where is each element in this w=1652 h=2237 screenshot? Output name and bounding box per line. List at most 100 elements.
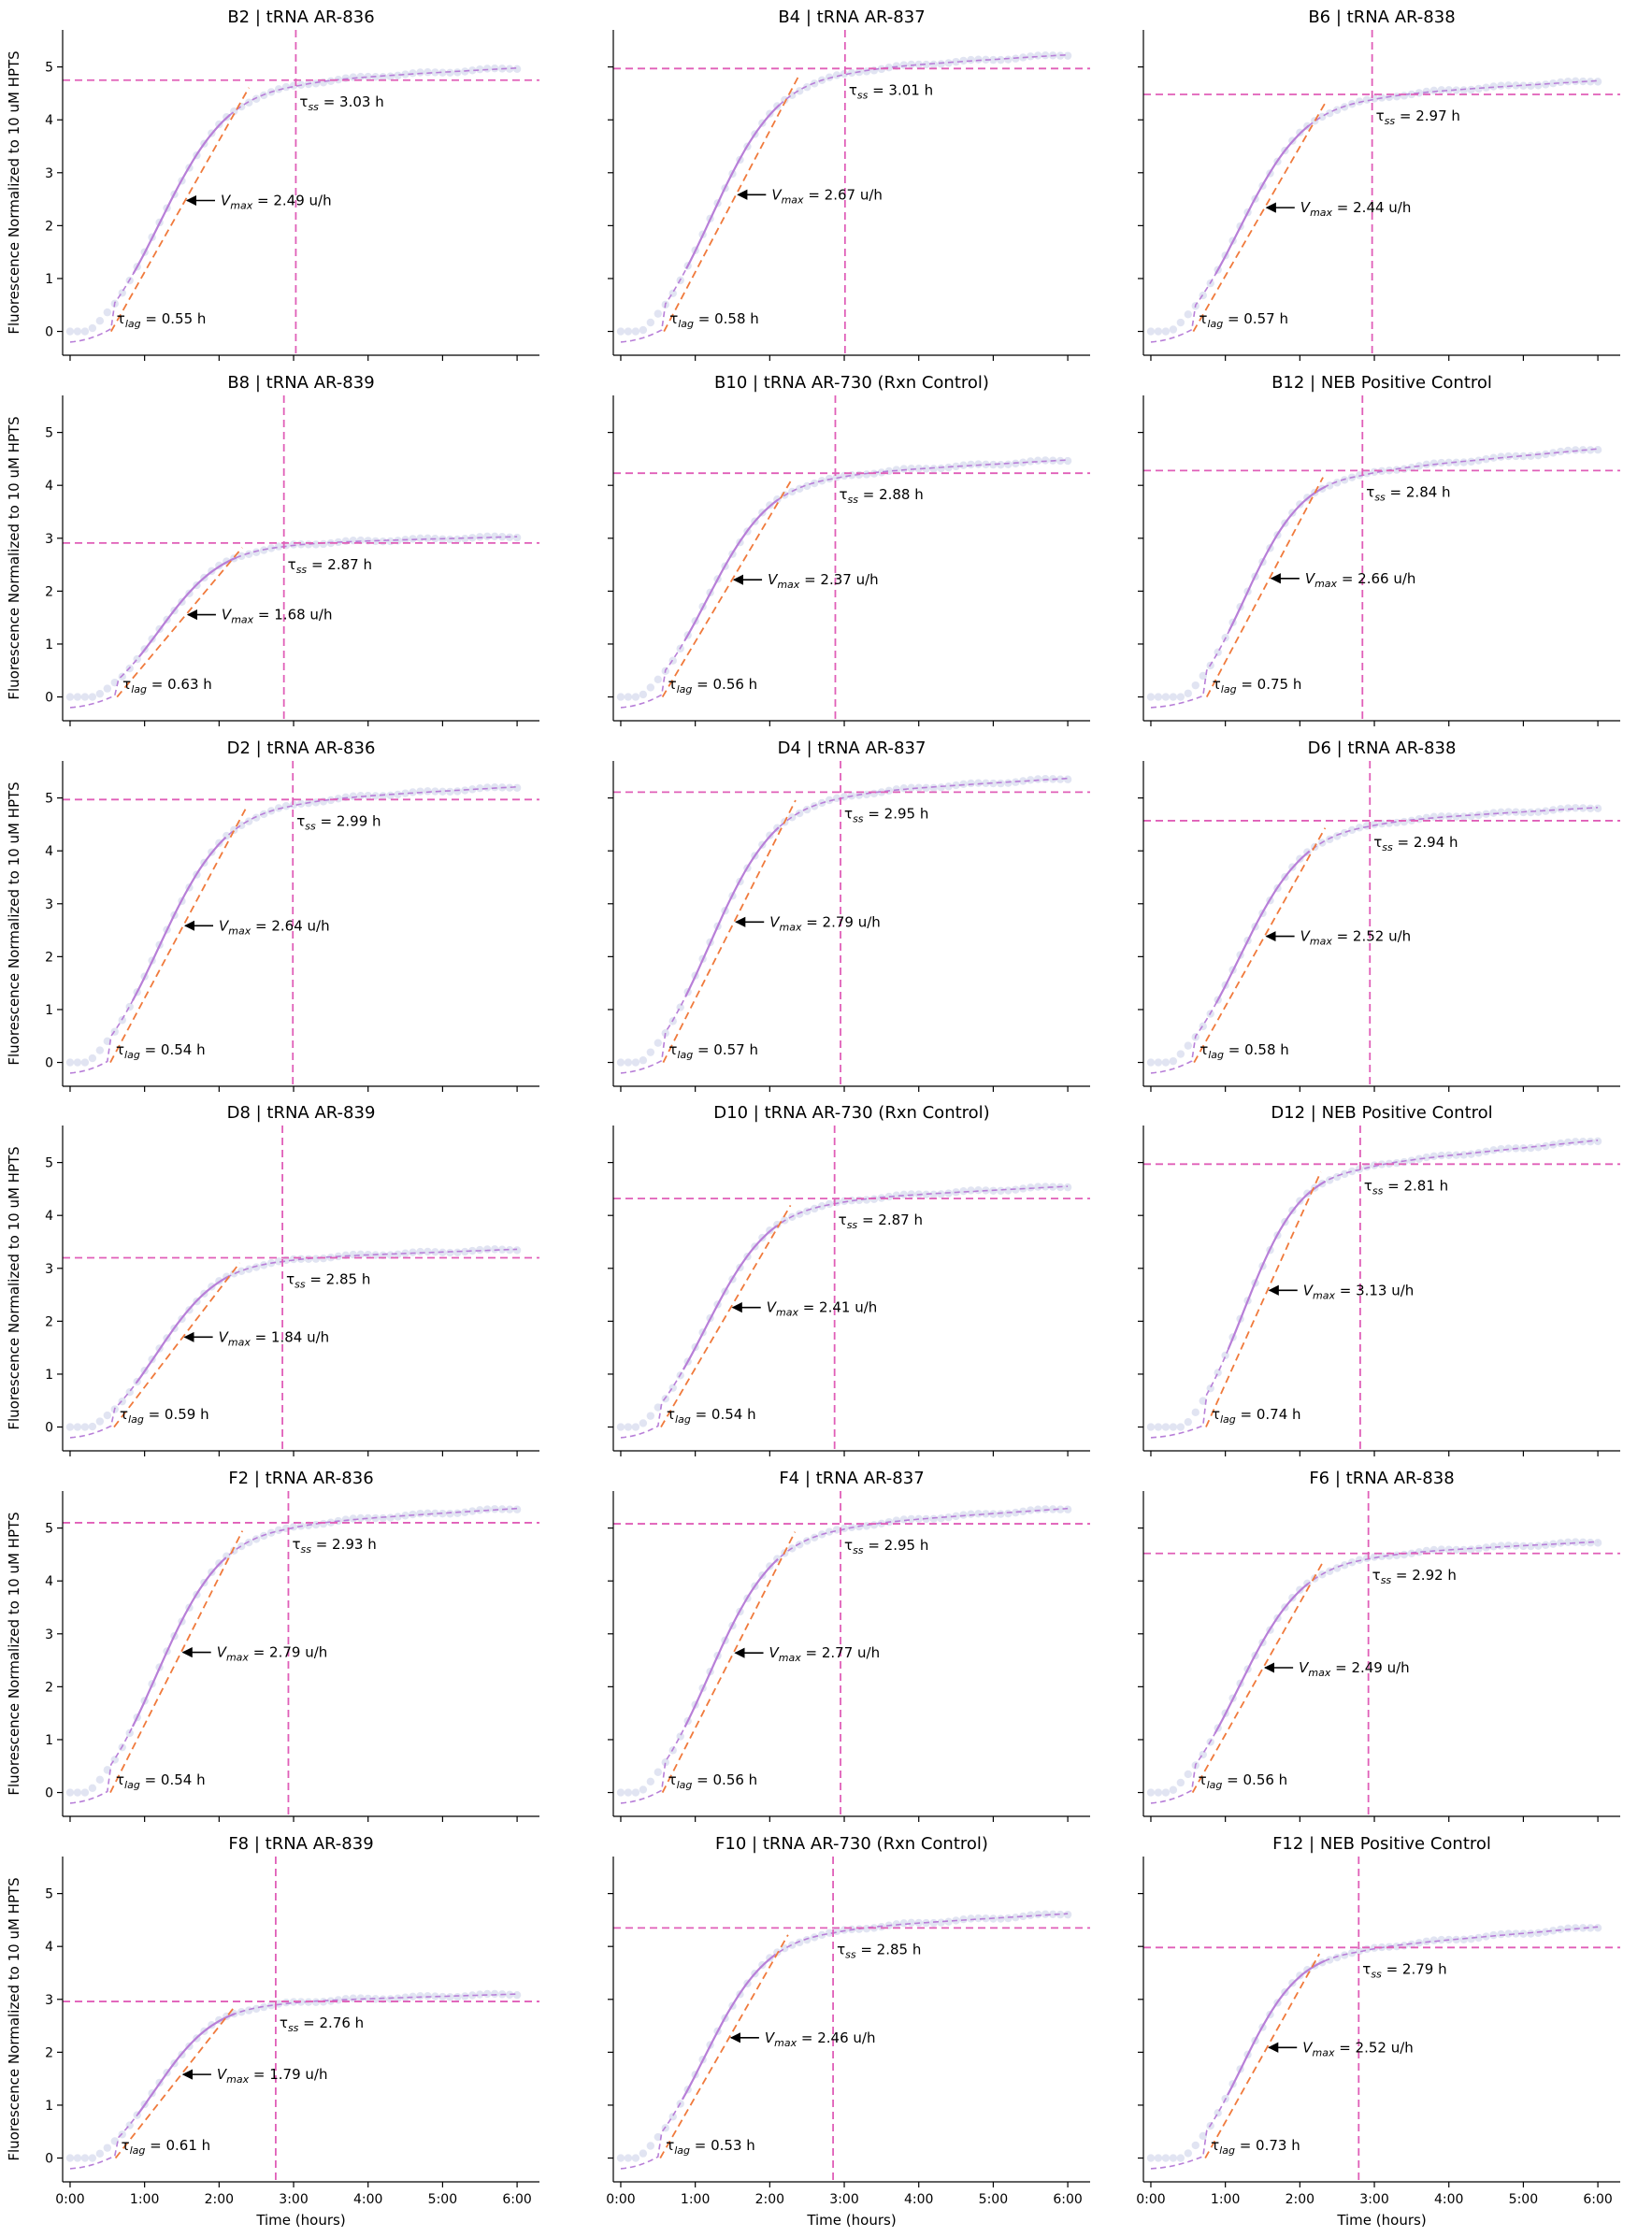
data-point (1571, 804, 1580, 812)
subplot-title: D4 | tRNA AR-837 (778, 738, 927, 758)
data-point (616, 1788, 625, 1797)
data-point (512, 1505, 522, 1513)
data-point (103, 308, 112, 317)
data-point (1169, 1056, 1178, 1066)
data-point (1459, 1151, 1468, 1159)
data-point (394, 790, 402, 799)
data-point (1199, 2131, 1207, 2141)
vmax-annotation: Vmax = 2.52 u/h (1300, 928, 1412, 948)
fit-curve-linear (1228, 485, 1327, 632)
data-point (997, 779, 1005, 788)
data-point (997, 460, 1005, 469)
data-point (431, 787, 439, 796)
data-point (1004, 1914, 1013, 1923)
data-point (409, 1992, 417, 2000)
y-tick-label: 5 (45, 1522, 53, 1537)
data-point (1429, 459, 1438, 467)
data-point (1027, 776, 1035, 784)
data-point (237, 1542, 246, 1551)
data-point (490, 1245, 499, 1254)
y-tick-label: 2 (45, 2045, 53, 2060)
data-point (364, 792, 372, 800)
data-point (631, 1058, 640, 1067)
data-point (825, 1929, 834, 1937)
data-point (967, 1510, 975, 1518)
data-point (476, 784, 484, 793)
data-point (1593, 1539, 1602, 1547)
tau-ss-annotation: τss = 2.94 h (1373, 834, 1458, 853)
data-point (899, 1515, 908, 1524)
fit-curve-linear (1227, 1180, 1326, 1350)
x-tick-label: 4:00 (1434, 2192, 1463, 2207)
data-point (103, 2144, 112, 2152)
data-point (1444, 86, 1453, 94)
data-point (959, 1511, 968, 1519)
data-point (616, 327, 625, 336)
data-point (364, 1513, 372, 1523)
data-point (1564, 1538, 1573, 1547)
data-point (1512, 452, 1520, 461)
data-point (639, 1056, 648, 1065)
data-point (1527, 81, 1535, 90)
tau-ss-annotation: τss = 2.81 h (1364, 1177, 1448, 1197)
data-point (929, 1190, 938, 1199)
data-point (646, 1048, 655, 1056)
data-point (80, 693, 90, 701)
y-tick-label: 2 (45, 584, 53, 599)
data-point (401, 1993, 409, 2001)
data-point (73, 693, 82, 701)
subplot-10: D8 | tRNA AR-839 0 1 2 3 4 5 τlag = 0.59 h τss =… (45, 1103, 539, 1456)
tau-lag-annotation: τlag = 0.75 h (1213, 676, 1302, 695)
data-point (959, 1187, 968, 1196)
data-point (825, 1527, 834, 1536)
data-point (1034, 1183, 1042, 1191)
data-point (802, 1935, 812, 1944)
data-point (997, 1510, 1005, 1518)
data-point (1571, 1924, 1580, 1932)
data-point (95, 1775, 105, 1785)
data-point (468, 1991, 477, 2000)
data-point (1497, 1929, 1505, 1939)
x-tick-label: 6:00 (1583, 2192, 1612, 2207)
data-point (1392, 1942, 1401, 1951)
subplot-14: F4 | tRNA AR-837 τlag = 0.56 h τss = 2.95 … (608, 1469, 1090, 1822)
data-point (646, 2142, 655, 2150)
data-point (1459, 1935, 1468, 1943)
data-point (1593, 1137, 1602, 1146)
data-point (1467, 457, 1475, 466)
data-point (468, 1246, 477, 1255)
fit-curve-linear (1214, 124, 1310, 275)
data-point (1063, 1505, 1072, 1513)
data-point (289, 540, 298, 549)
data-point (483, 783, 492, 792)
data-point (446, 1993, 454, 2001)
y-axis-label: Fluorescence Normalized to 10 uM HPTS (6, 1512, 22, 1795)
vmax-annotation: Vmax = 1.79 u/h (217, 2066, 328, 2086)
data-point (341, 1515, 351, 1524)
data-point (461, 1247, 469, 1256)
y-tick-label: 0 (45, 2152, 53, 2167)
fit-curve (69, 536, 518, 709)
subplot-8: D4 | tRNA AR-837 τlag = 0.57 h τss = 2.95 … (608, 738, 1090, 1092)
data-point (394, 1250, 402, 1258)
data-point (1355, 824, 1364, 832)
subplot-7: D2 | tRNA AR-836 0 1 2 3 4 5 τlag = 0.54 h τss =… (45, 738, 539, 1092)
data-point (624, 2154, 633, 2162)
data-point (505, 1505, 514, 1513)
data-point (952, 462, 960, 471)
data-point (512, 783, 522, 792)
data-point (483, 65, 492, 73)
data-point (416, 787, 424, 796)
data-point (1429, 1936, 1438, 1944)
data-point (438, 1992, 447, 2001)
data-point (1199, 1397, 1207, 1405)
data-point (483, 1245, 492, 1254)
data-point (1504, 808, 1513, 816)
data-point (424, 1509, 432, 1518)
data-point (80, 2154, 90, 2162)
data-point (1370, 1553, 1379, 1561)
data-point (959, 56, 968, 65)
data-point (832, 71, 841, 79)
data-point (1578, 804, 1587, 812)
